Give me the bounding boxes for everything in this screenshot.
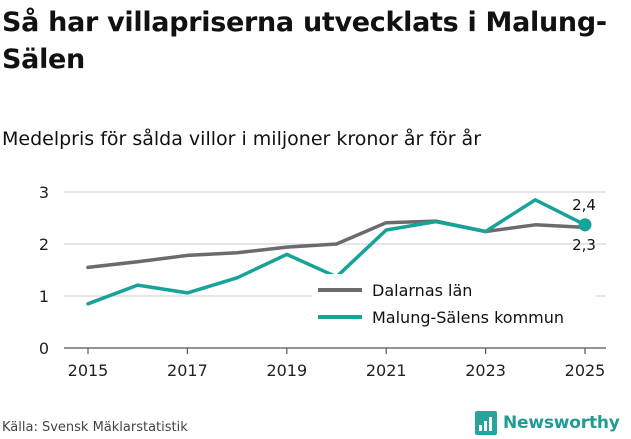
x-tick-label: 2015 bbox=[68, 361, 109, 380]
legend-background bbox=[312, 274, 596, 332]
end-point-malung-sälens-kommun bbox=[578, 218, 592, 232]
bar-chart-icon bbox=[475, 411, 497, 435]
legend-label-malung-salens-kommun: Malung-Sälens kommun bbox=[372, 308, 564, 327]
x-tick-labels: 2015 2017 2019 2021 2023 2025 bbox=[68, 361, 606, 380]
y-tick-label: 2 bbox=[39, 235, 49, 254]
chart-title: Så har villapriserna utvecklats i Malung… bbox=[2, 7, 607, 75]
y-tick-label: 0 bbox=[39, 339, 49, 358]
x-tick-label: 2025 bbox=[565, 361, 606, 380]
y-tick-label: 3 bbox=[39, 183, 49, 202]
end-label-dalarnas-lan: 2,3 bbox=[572, 236, 596, 254]
x-tick-label: 2023 bbox=[465, 361, 506, 380]
legend: Dalarnas län Malung-Sälens kommun bbox=[312, 274, 596, 332]
series-line-dalarnas-län bbox=[86, 219, 587, 270]
y-tick-labels: 0 1 2 3 bbox=[39, 183, 49, 358]
chart-subtitle: Medelpris för sålda villor i miljoner kr… bbox=[2, 128, 482, 150]
x-tick-label: 2017 bbox=[167, 361, 208, 380]
brand-name: Newsworthy bbox=[503, 413, 620, 433]
y-tick-label: 1 bbox=[39, 287, 49, 306]
axes bbox=[64, 347, 606, 354]
x-tick-label: 2019 bbox=[266, 361, 307, 380]
end-labels: 2,4 2,3 bbox=[572, 196, 596, 254]
legend-label-dalarnas-lan: Dalarnas län bbox=[372, 281, 472, 300]
source-note: Källa: Svensk Mäklarstatistik bbox=[2, 420, 188, 435]
x-tick-label: 2021 bbox=[366, 361, 407, 380]
line-chart: 0 1 2 3 2015 2017 2019 2021 2023 2025 Dalarnas l… bbox=[39, 183, 606, 380]
end-label-malung-salens-kommun: 2,4 bbox=[572, 196, 596, 214]
brand-logo: Newsworthy bbox=[475, 409, 620, 437]
